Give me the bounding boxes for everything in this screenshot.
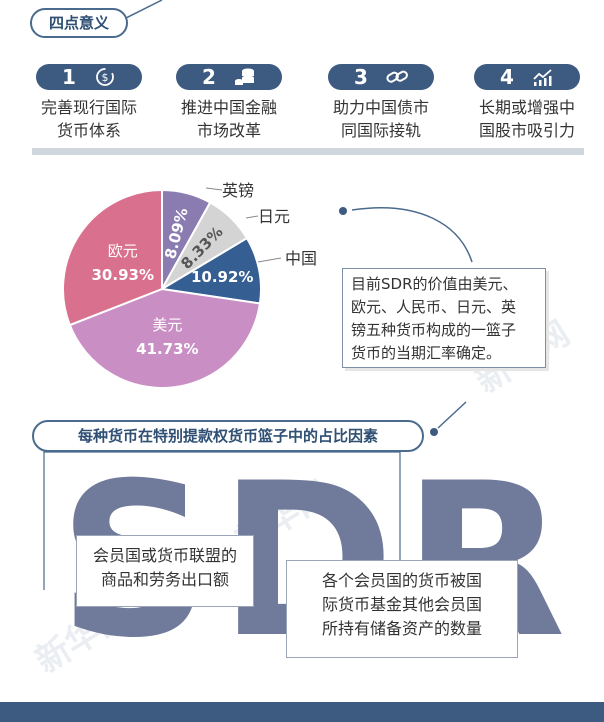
connector-dot [339, 207, 347, 215]
slice-name-label: 欧元 [108, 242, 138, 260]
connector-line [125, 0, 163, 19]
factor-box-reserves: 各个会员国的货币被国 际货币基金其他会员国 所持有储备资产的数量 [286, 560, 518, 658]
leader-line [257, 257, 282, 263]
chain-link-icon [386, 70, 408, 83]
factor-text: 各个会员国的货币被国 [321, 571, 482, 590]
meaning-text: 完善现行国际 [40, 98, 137, 117]
number-badge: 1 $ [36, 64, 142, 90]
meaning-text: 长期或增强中 [478, 98, 575, 117]
slice-value-label: 10.92% [191, 268, 253, 286]
number-badge: 4 [474, 64, 580, 90]
meaning-text: 同国际接轨 [340, 121, 421, 140]
note-line: 目前SDR的价值由美元、 [351, 275, 518, 293]
meaning-item-2: 2 推进中国金融 市场改革 [158, 64, 300, 142]
factor-text: 会员国或货币联盟的 [92, 546, 237, 565]
factor-text: 商品和劳务出口额 [100, 570, 229, 589]
rising-chart-icon [533, 69, 552, 86]
number-badge: 2 [176, 64, 282, 90]
number: 4 [500, 65, 514, 89]
meaning-text: 国股市吸引力 [478, 121, 575, 140]
meaning-item-4: 4 长期或增强中 国股市吸引力 [456, 64, 598, 142]
pie-slice [62, 188, 163, 327]
meaning-text: 货币体系 [56, 121, 121, 140]
note-line: 欧元、人民币、日元、英 [351, 298, 517, 316]
number-badge: 3 [328, 64, 434, 90]
slice-name-label: 中国 [285, 249, 317, 268]
meaning-item-1: 1 $ 完善现行国际 货币体系 [18, 64, 160, 142]
factor-text: 际货币基金其他会员国 [321, 595, 482, 614]
connector-line [430, 401, 467, 436]
factors-title: 每种货币在特别提款权货币篮子中的占比因素 [32, 420, 424, 452]
currency-cycle-icon: $ [96, 68, 114, 86]
slice-name-label: 日元 [258, 207, 290, 226]
connector-line [351, 207, 473, 263]
slice-value-label: 41.73% [136, 340, 198, 358]
meaning-item-3: 3 助力中国债市 同国际接轨 [310, 64, 452, 142]
section-title: 四点意义 [30, 8, 128, 38]
leader-line [245, 215, 259, 219]
slice-value-label: 30.93% [92, 266, 154, 284]
factor-box-export: 会员国或货币联盟的 商品和劳务出口额 [76, 535, 254, 607]
pie-slice [159, 236, 262, 305]
bracket-lines [43, 451, 401, 590]
sdr-note: 目前SDR的价值由美元、 欧元、人民币、日元、英 镑五种货币构成的一篮子 货币的… [342, 268, 546, 368]
note-line: 货币的当期汇率确定。 [351, 344, 502, 362]
bottom-band [0, 702, 604, 722]
meaning-text: 推进中国金融 [180, 98, 277, 117]
number: 3 [354, 65, 368, 89]
leader-line [205, 187, 223, 191]
factor-text: 所持有储备资产的数量 [321, 619, 482, 638]
divider [32, 148, 584, 155]
meaning-text: 市场改革 [196, 121, 261, 140]
number: 1 [62, 65, 76, 89]
coin-stack-icon [234, 68, 254, 85]
meaning-text: 助力中国债市 [332, 98, 429, 117]
slice-name-label: 美元 [152, 316, 182, 334]
slice-name-label: 英镑 [222, 181, 254, 200]
note-line: 镑五种货币构成的一篮子 [351, 321, 517, 339]
number: 2 [202, 65, 216, 89]
svg-text:$: $ [101, 71, 108, 84]
pie-slice [68, 287, 262, 389]
